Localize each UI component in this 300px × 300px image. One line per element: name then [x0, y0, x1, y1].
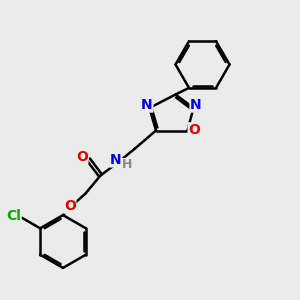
Text: Cl: Cl — [6, 209, 21, 223]
Text: N: N — [190, 98, 202, 112]
Text: H: H — [122, 158, 132, 172]
Text: O: O — [76, 150, 88, 164]
Text: N: N — [141, 98, 153, 112]
Text: N: N — [110, 153, 121, 167]
Text: O: O — [64, 199, 76, 213]
Text: O: O — [188, 123, 200, 137]
